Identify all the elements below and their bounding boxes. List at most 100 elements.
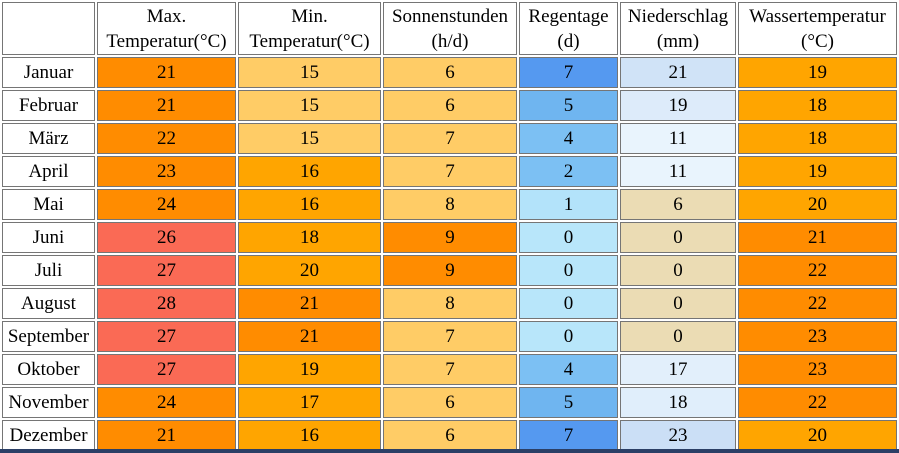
max-temp-cell: 24 xyxy=(97,189,236,220)
min-temp-cell: 18 xyxy=(238,222,381,253)
header-row: Max. Temperatur(°C) Min. Temperatur(°C) … xyxy=(2,2,897,55)
max-temp-cell: 27 xyxy=(97,255,236,286)
max-temp-cell: 26 xyxy=(97,222,236,253)
max-temp-cell: 27 xyxy=(97,321,236,352)
max-temp-cell: 21 xyxy=(97,57,236,88)
table-row: April 23 16 7 2 11 19 xyxy=(2,156,897,187)
month-label: Oktober xyxy=(2,354,95,385)
table-row: September 27 21 7 0 0 23 xyxy=(2,321,897,352)
max-temp-cell: 21 xyxy=(97,420,236,451)
table-row: Februar 21 15 6 5 19 18 xyxy=(2,90,897,121)
min-temp-cell: 20 xyxy=(238,255,381,286)
table-row: Oktober 27 19 7 4 17 23 xyxy=(2,354,897,385)
rain-days-cell: 0 xyxy=(519,321,618,352)
water-temp-cell: 22 xyxy=(738,255,897,286)
water-temp-cell: 21 xyxy=(738,222,897,253)
rain-days-cell: 5 xyxy=(519,90,618,121)
month-label: Mai xyxy=(2,189,95,220)
max-temp-cell: 24 xyxy=(97,387,236,418)
min-temp-cell: 15 xyxy=(238,123,381,154)
water-temp-cell: 18 xyxy=(738,90,897,121)
precipitation-cell: 0 xyxy=(620,288,736,319)
sun-hours-cell: 8 xyxy=(383,288,517,319)
water-temp-cell: 20 xyxy=(738,420,897,451)
water-temp-cell: 22 xyxy=(738,288,897,319)
precipitation-cell: 0 xyxy=(620,255,736,286)
max-temp-cell: 22 xyxy=(97,123,236,154)
corner-cell xyxy=(2,2,95,55)
table-row: Januar 21 15 6 7 21 19 xyxy=(2,57,897,88)
table-row: März 22 15 7 4 11 18 xyxy=(2,123,897,154)
max-temp-cell: 21 xyxy=(97,90,236,121)
col-header-rain-days: Regentage (d) xyxy=(519,2,618,55)
water-temp-cell: 19 xyxy=(738,156,897,187)
table-body: Januar 21 15 6 7 21 19 Februar 21 15 6 5… xyxy=(2,57,897,451)
sun-hours-cell: 8 xyxy=(383,189,517,220)
sun-hours-cell: 9 xyxy=(383,255,517,286)
min-temp-cell: 21 xyxy=(238,321,381,352)
col-header-min-temperature: Min. Temperatur(°C) xyxy=(238,2,381,55)
table-row: Dezember 21 16 6 7 23 20 xyxy=(2,420,897,451)
sun-hours-cell: 9 xyxy=(383,222,517,253)
min-temp-cell: 19 xyxy=(238,354,381,385)
col-header-water-temperature: Wassertemperatur (°C) xyxy=(738,2,897,55)
month-label: November xyxy=(2,387,95,418)
rain-days-cell: 7 xyxy=(519,420,618,451)
sun-hours-cell: 7 xyxy=(383,156,517,187)
bottom-bar xyxy=(0,449,899,453)
min-temp-cell: 16 xyxy=(238,420,381,451)
min-temp-cell: 17 xyxy=(238,387,381,418)
sun-hours-cell: 7 xyxy=(383,123,517,154)
water-temp-cell: 23 xyxy=(738,354,897,385)
precipitation-cell: 17 xyxy=(620,354,736,385)
month-label: Januar xyxy=(2,57,95,88)
month-label: September xyxy=(2,321,95,352)
precipitation-cell: 23 xyxy=(620,420,736,451)
water-temp-cell: 18 xyxy=(738,123,897,154)
month-label: Juli xyxy=(2,255,95,286)
precipitation-cell: 6 xyxy=(620,189,736,220)
rain-days-cell: 0 xyxy=(519,222,618,253)
month-label: Dezember xyxy=(2,420,95,451)
precipitation-cell: 0 xyxy=(620,222,736,253)
precipitation-cell: 11 xyxy=(620,156,736,187)
month-label: März xyxy=(2,123,95,154)
sun-hours-cell: 6 xyxy=(383,57,517,88)
max-temp-cell: 27 xyxy=(97,354,236,385)
min-temp-cell: 21 xyxy=(238,288,381,319)
rain-days-cell: 1 xyxy=(519,189,618,220)
month-label: Februar xyxy=(2,90,95,121)
precipitation-cell: 18 xyxy=(620,387,736,418)
rain-days-cell: 0 xyxy=(519,288,618,319)
rain-days-cell: 0 xyxy=(519,255,618,286)
water-temp-cell: 23 xyxy=(738,321,897,352)
month-label: April xyxy=(2,156,95,187)
rain-days-cell: 7 xyxy=(519,57,618,88)
water-temp-cell: 20 xyxy=(738,189,897,220)
table-row: August 28 21 8 0 0 22 xyxy=(2,288,897,319)
sun-hours-cell: 6 xyxy=(383,387,517,418)
water-temp-cell: 22 xyxy=(738,387,897,418)
precipitation-cell: 0 xyxy=(620,321,736,352)
month-label: Juni xyxy=(2,222,95,253)
table-row: Juni 26 18 9 0 0 21 xyxy=(2,222,897,253)
table-row: November 24 17 6 5 18 22 xyxy=(2,387,897,418)
min-temp-cell: 16 xyxy=(238,156,381,187)
col-header-max-temperature: Max. Temperatur(°C) xyxy=(97,2,236,55)
min-temp-cell: 16 xyxy=(238,189,381,220)
table-row: Juli 27 20 9 0 0 22 xyxy=(2,255,897,286)
sun-hours-cell: 6 xyxy=(383,420,517,451)
col-header-precipitation: Niederschlag (mm) xyxy=(620,2,736,55)
rain-days-cell: 4 xyxy=(519,354,618,385)
min-temp-cell: 15 xyxy=(238,57,381,88)
min-temp-cell: 15 xyxy=(238,90,381,121)
sun-hours-cell: 7 xyxy=(383,321,517,352)
precipitation-cell: 21 xyxy=(620,57,736,88)
precipitation-cell: 11 xyxy=(620,123,736,154)
precipitation-cell: 19 xyxy=(620,90,736,121)
month-label: August xyxy=(2,288,95,319)
max-temp-cell: 28 xyxy=(97,288,236,319)
col-header-sun-hours: Sonnenstunden (h/d) xyxy=(383,2,517,55)
